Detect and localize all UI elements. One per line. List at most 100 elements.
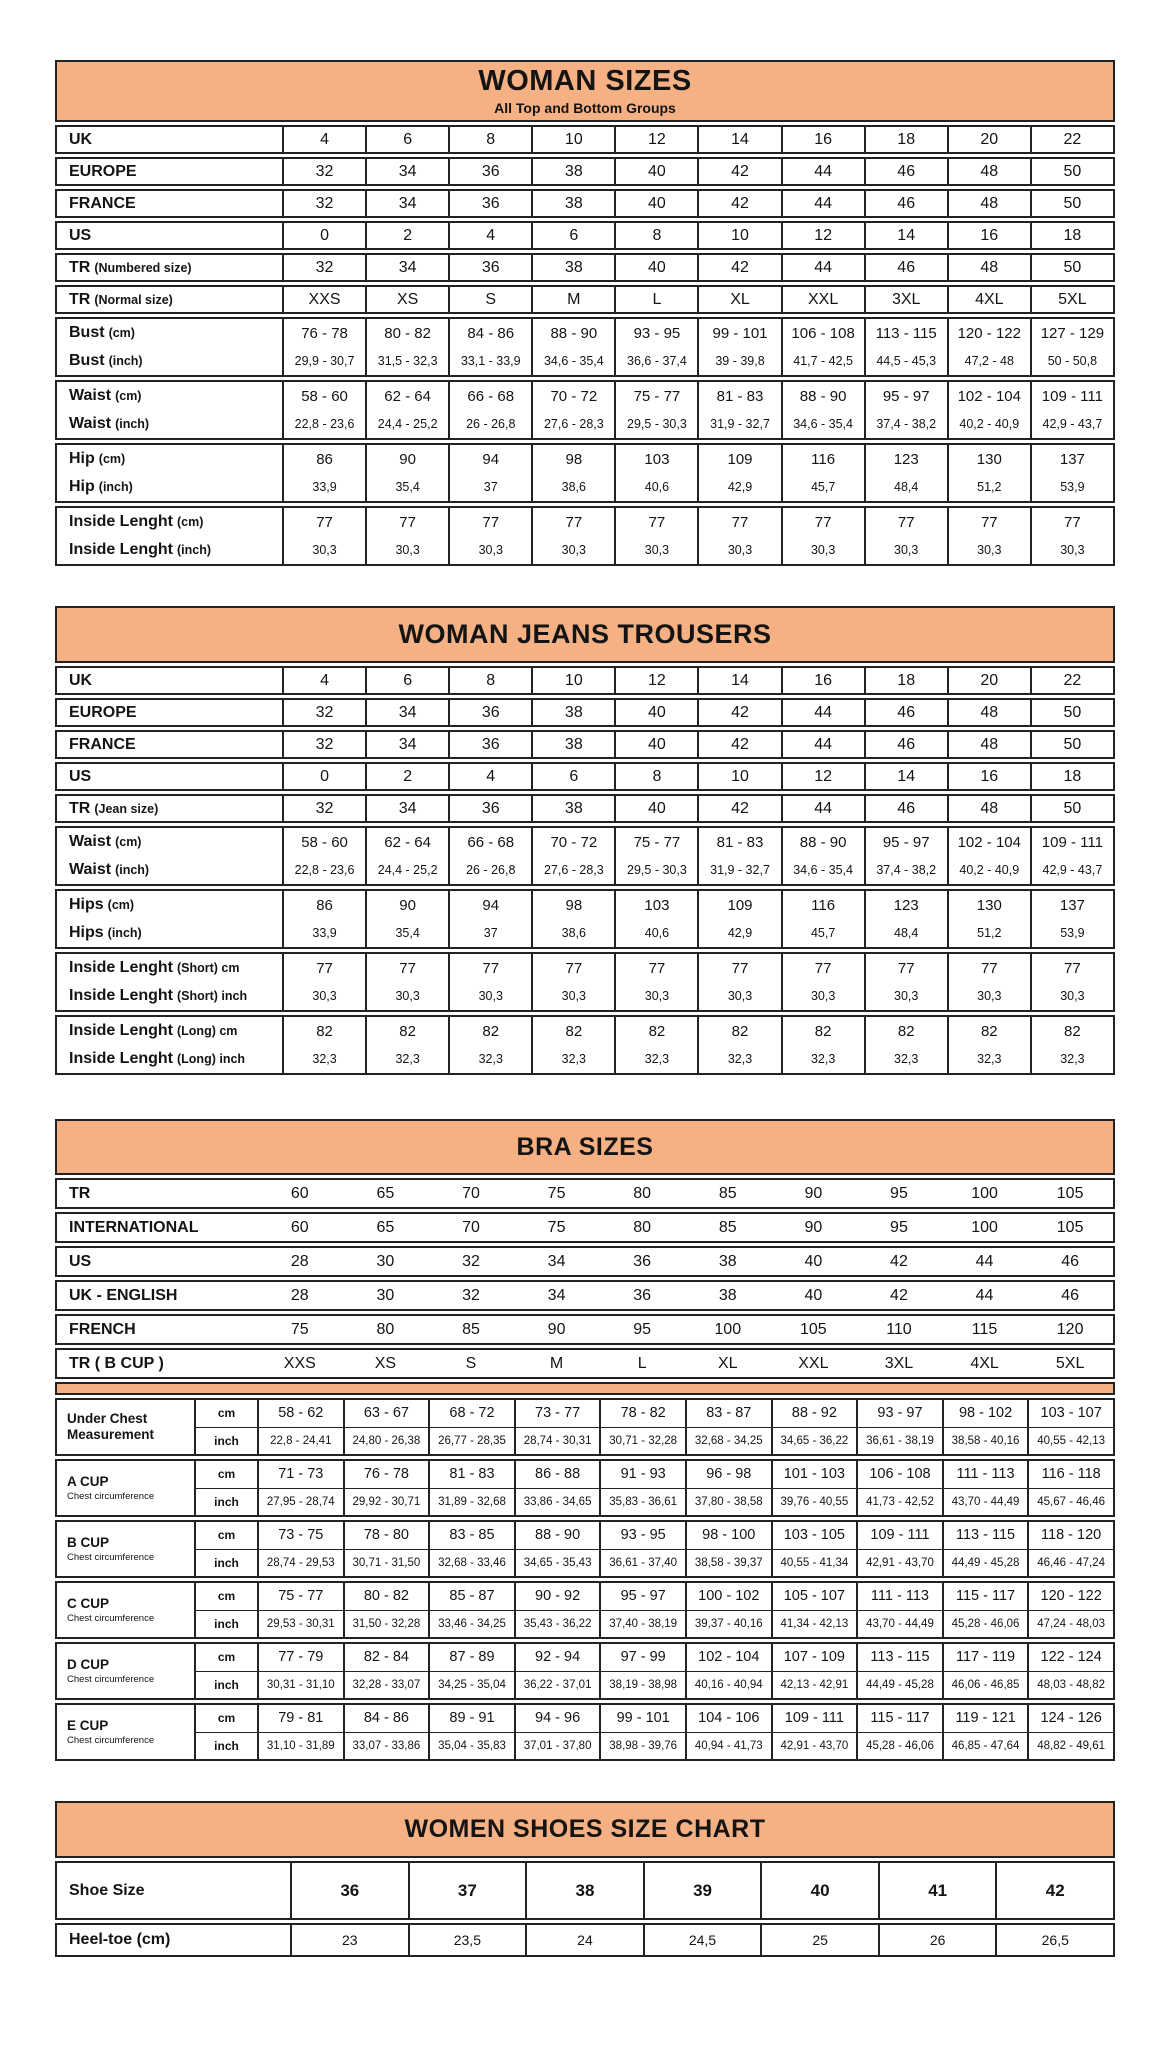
cell-value-inch: 34,6 - 35,4 (543, 354, 604, 368)
cell-value-inch: 30,3 (1060, 989, 1085, 1003)
table-cell: 44,49 - 45,28 (856, 1671, 942, 1698)
cell-value: 70 (462, 1184, 480, 1202)
table-cell: 18 (863, 668, 947, 693)
cell-value-cm: 75 - 77 (633, 833, 681, 851)
table-cell: 58 - 60 22,8 - 23,6 (282, 828, 365, 884)
table-cell: 105 (771, 1316, 857, 1343)
cell-value-inch: 45,7 (810, 480, 836, 494)
cell-value: 43,70 - 44,49 (866, 1617, 934, 1630)
table-cell: 46,46 - 47,24 (1027, 1549, 1113, 1576)
table-header-band: WOMEN SHOES SIZE CHART (55, 1801, 1115, 1858)
cell-value: 111 - 113 (956, 1466, 1015, 1483)
cell-value-cm: 137 (1059, 896, 1085, 914)
cell-value: 34,65 - 35,43 (523, 1556, 592, 1569)
row-cells: 36 37 38 39 40 41 42 (290, 1863, 1113, 1918)
row-label-suffix: (cm) (115, 389, 142, 403)
cell-value: 8 (652, 226, 662, 244)
table-cell: 77 30,3 (614, 508, 697, 564)
unit-row: cm 75 - 77 80 - 82 85 - 87 90 - 92 95 - 97 100… (194, 1583, 1113, 1610)
table-cell: 12 (780, 764, 864, 789)
table-row: TR ( B CUP ) XXS XS S M L XL XXL 3XL 4XL 5XL (55, 1348, 1115, 1379)
cell-value: 50 (1063, 162, 1082, 180)
table-cell: 38 (531, 255, 614, 280)
cell-value-cm: 82 (814, 1022, 832, 1040)
cup-group-rows: cm 75 - 77 80 - 82 85 - 87 90 - 92 95 - 97 100… (194, 1583, 1113, 1637)
table-cell: 10 (531, 127, 614, 152)
cell-value: 38 (718, 1286, 737, 1304)
table-row: US 0 2 4 6 8 10 12 14 16 18 (55, 221, 1115, 250)
table-cell: 85 - 87 (428, 1583, 514, 1610)
cell-value: 32 (315, 799, 334, 817)
table-cell: 32 (282, 732, 365, 757)
table-cell: 73 - 77 (513, 1400, 600, 1427)
table-cell: 5XL (1027, 1350, 1113, 1377)
row-cells: 4 6 8 10 12 14 16 18 20 22 (282, 127, 1113, 152)
cell-value: 38 (718, 1252, 737, 1270)
cell-value: 78 - 80 (363, 1527, 409, 1544)
table-cell: 80 (599, 1214, 685, 1241)
table-cell: 36 (448, 159, 531, 184)
cell-value: 48,03 - 48,82 (1037, 1678, 1106, 1691)
cell-value: 33,46 - 34,25 (438, 1617, 506, 1630)
table-cell: 80 - 82 (342, 1583, 429, 1610)
table-cell: 38 (531, 796, 614, 821)
cell-value-inch: 48,4 (894, 480, 919, 494)
row-label-line: Hips (inch) (69, 919, 282, 947)
row-label-text: Hip (69, 450, 95, 467)
row-label-text: Inside Lenght (69, 1050, 173, 1067)
row-label-line: UK (69, 672, 282, 690)
table-cell: 86 33,9 (282, 445, 365, 501)
cup-label-sub: Chest circumference (67, 1551, 155, 1563)
table-cell: 80 (599, 1180, 685, 1207)
cell-value-inch: 29,5 - 30,3 (627, 417, 687, 431)
table-cell: 40 (760, 1863, 878, 1918)
cup-label-sub: Chest circumference (67, 1673, 155, 1685)
cell-value-cm: 58 - 60 (301, 387, 348, 405)
cell-value: 44 (814, 799, 832, 817)
table-cell: 82 32,3 (448, 1017, 531, 1073)
cell-value-cm: 130 (976, 896, 1002, 914)
cell-value-cm: 77 (316, 513, 333, 531)
unit-label: cm (194, 1705, 257, 1732)
table-cell: 46 (863, 159, 947, 184)
table-cell: 42 (995, 1863, 1113, 1918)
cell-value: 109 - 111 (870, 1527, 930, 1544)
table-cell: 44 (780, 732, 864, 757)
cell-value-inch: 30,3 (1060, 543, 1085, 557)
table-cell: 50 (1029, 159, 1113, 184)
cell-value: 48 (980, 799, 999, 817)
table-row: INTERNATIONAL 60 65 70 75 80 85 90 95 100 105 (55, 1212, 1115, 1243)
table-cell: 113 - 115 (856, 1644, 942, 1671)
cell-value-inch: 34,6 - 35,4 (793, 417, 853, 431)
cell-value: 46 (897, 735, 916, 753)
cell-value: 34 (547, 1286, 566, 1304)
table-cell: 111 - 113 (856, 1583, 942, 1610)
cell-value-cm: 116 (811, 450, 836, 468)
cell-value: 42 (731, 735, 749, 753)
cell-value: 8 (486, 130, 496, 148)
table-cell: 113 - 115 44,5 - 45,3 (863, 319, 947, 375)
row-label: FRENCH (69, 1320, 136, 1338)
row-label-suffix: (inch) (115, 417, 150, 431)
row-label-suffix: (cm) (107, 898, 135, 912)
cell-value-cm: 88 - 90 (799, 387, 847, 405)
cell-value-inch: 29,5 - 30,3 (627, 863, 687, 877)
table-cell: 31,50 - 32,28 (342, 1610, 429, 1637)
row-label-line: EUROPE (69, 704, 282, 722)
cell-value-inch: 42,9 - 43,7 (1042, 417, 1103, 431)
table-cell: 88 - 90 34,6 - 35,4 (780, 828, 864, 884)
table-cell: 4 (448, 764, 531, 789)
cell-value: 85 (718, 1184, 737, 1202)
cell-value: 20 (980, 671, 999, 689)
cell-value: 42,13 - 42,91 (780, 1678, 849, 1691)
table-header-band: BRA SIZES (55, 1119, 1115, 1175)
cell-value: 109 - 111 (784, 1710, 844, 1727)
cell-value-cm: 77 (565, 513, 583, 531)
cell-value: 46 (1061, 1286, 1080, 1304)
table-cell: 63 - 67 (342, 1400, 429, 1427)
cell-value-cm: 90 (399, 896, 416, 914)
cell-value: 34,65 - 36,22 (780, 1434, 849, 1447)
cell-value: 12 (648, 671, 666, 689)
cell-value: 42 (731, 703, 749, 721)
cell-value: 83 - 85 (449, 1527, 495, 1544)
